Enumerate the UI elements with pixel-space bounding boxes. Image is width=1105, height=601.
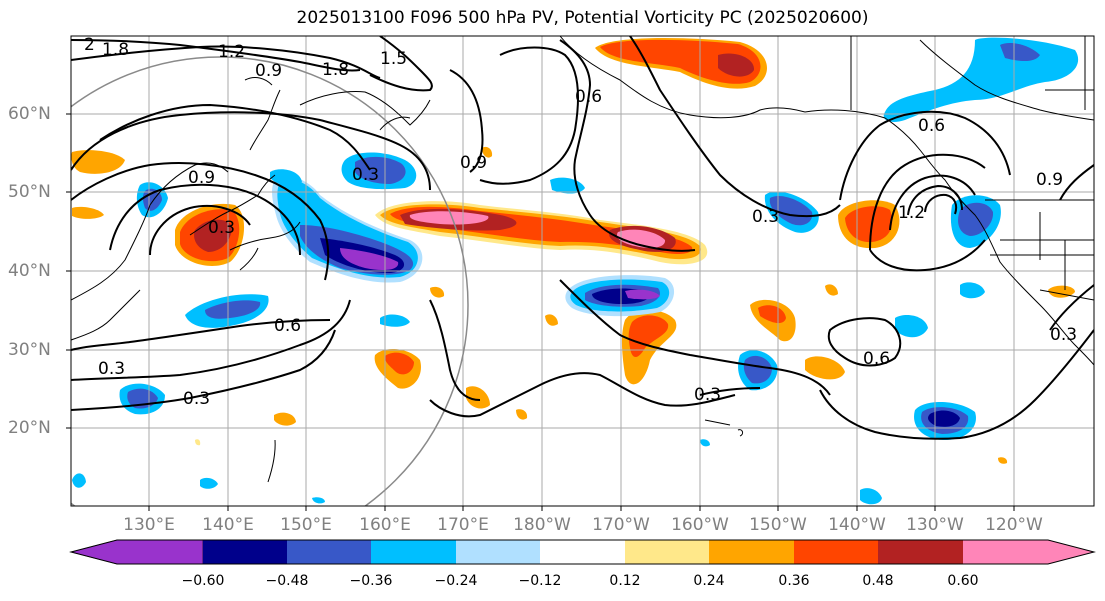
lat-label: 60°N [8,104,51,124]
contour-label: 0.3 [98,359,125,379]
coastlines [71,36,1094,483]
lat-label: 30°N [8,340,51,360]
lat-label: 50°N [8,182,51,202]
colorbar-tick: 0.60 [947,573,979,589]
contour-label: 2 [84,35,95,55]
lon-label: 150°W [749,515,807,535]
pv-contours [71,36,1094,440]
lon-label: 120°W [985,515,1043,535]
map-title: 2025013100 F096 500 hPa PV, Potential Vo… [296,8,869,28]
contour-label: 1.2 [218,42,245,62]
colorbar-swatch [794,540,878,564]
lon-label: 170°W [592,515,650,535]
contour-label: 0.6 [863,349,890,369]
colorbar-tick: −0.24 [434,573,478,589]
colorbar-swatch [540,540,625,564]
colorbar-swatch [709,540,794,564]
graticule [71,36,1094,506]
lon-label: 170°E [437,515,489,535]
colorbar-swatch [203,540,287,564]
contour-label: 0.3 [183,389,210,409]
contour-label: 0.3 [1050,325,1077,345]
colorbar-tick: −0.48 [265,573,309,589]
pv-anomaly-fill [71,37,1079,505]
colorbar [69,539,1096,565]
contour-label: 1.2 [898,203,925,223]
contour-label: 1.8 [322,60,349,80]
lon-label: 160°E [359,515,411,535]
contour-label: 0.6 [274,316,301,336]
lat-label: 40°N [8,261,51,281]
contour-label: 0.3 [352,165,379,185]
colorbar-tick: 0.36 [778,573,810,589]
contour-label: 1.8 [102,40,129,60]
lat-label: 20°N [8,418,51,438]
contour-label: 0.3 [752,207,779,227]
colorbar-swatch [878,540,963,564]
colorbar-tick: −0.60 [181,573,225,589]
colorbar-swatch [371,540,456,564]
axis-ticks [66,113,1015,511]
colorbar-swatch [456,540,540,564]
colorbar-tick: 0.48 [862,573,894,589]
colorbar-outline [69,539,1096,565]
colorbar-tick: −0.36 [349,573,393,589]
contour-label: 0.3 [208,218,235,238]
colorbar-tick: 0.24 [693,573,725,589]
colorbar-swatch [69,539,204,565]
contour-label: 0.9 [188,168,215,188]
lon-label: 130°W [906,515,964,535]
contour-label: 0.9 [255,61,282,81]
lon-label: 130°E [123,515,175,535]
colorbar-swatch [287,540,371,564]
lon-label: 150°E [280,515,332,535]
colorbar-swatch [963,540,1094,564]
contour-label: 0.9 [1036,170,1063,190]
colorbar-tick: −0.12 [518,573,562,589]
contour-label: 0.6 [918,116,945,136]
lon-label: 180°W [513,515,571,535]
range-ring [71,56,469,506]
contour-label: 1.5 [380,49,407,69]
lon-label: 140°E [202,515,254,535]
contour-label: 0.6 [575,87,602,107]
contour-labels: 2 1.8 1.2 0.9 1.8 1.5 0.6 0.9 0.9 0.3 0.… [84,35,1077,409]
colorbar-swatch [625,540,709,564]
contour-label: 0.3 [694,385,721,405]
colorbar-tick: 0.12 [609,573,641,589]
lon-label: 140°W [828,515,886,535]
contour-label: 0.9 [460,153,487,173]
lon-label: 160°W [671,515,729,535]
